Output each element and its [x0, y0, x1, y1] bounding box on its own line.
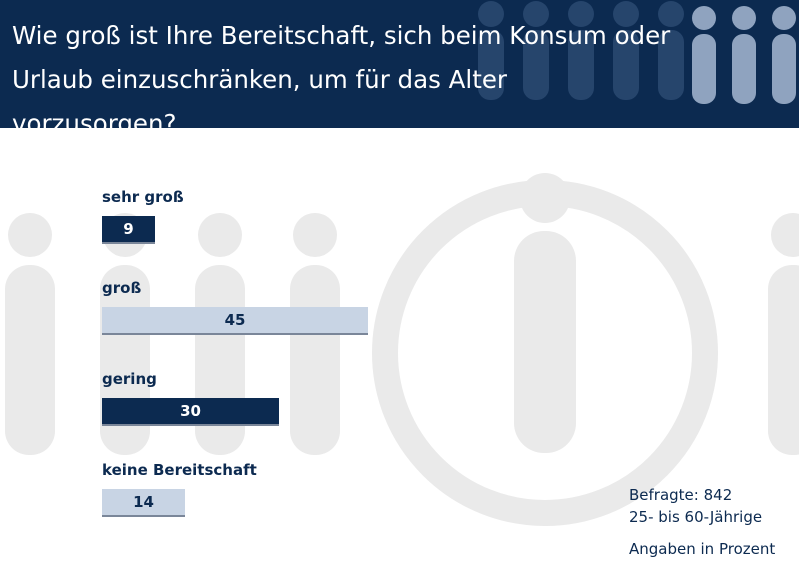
people-silhouettes-icon — [478, 1, 796, 104]
value-label-sehr-gross: 9 — [123, 220, 134, 238]
age-group-note: 25- bis 60-Jährige — [629, 508, 763, 526]
title-line-1: Wie groß ist Ihre Bereitschaft, sich bei… — [12, 21, 671, 50]
page-title: Wie groß ist Ihre Bereitschaft, sich bei… — [12, 14, 672, 128]
bar-gering — [102, 398, 279, 424]
category-label-keine-bereitschaft: keine Bereitschaft — [102, 461, 257, 479]
bar-sehr-gross — [102, 216, 155, 242]
bar-gross — [102, 307, 368, 333]
unit-note: Angaben in Prozent — [629, 540, 776, 558]
title-line-2: Urlaub einzuschränken, um für das Alter … — [12, 65, 507, 128]
category-label-sehr-gross: sehr groß — [102, 188, 184, 206]
value-label-keine-bereitschaft: 14 — [133, 493, 154, 511]
header-banner: Wie groß ist Ihre Bereitschaft, sich bei… — [0, 0, 799, 128]
value-label-gering: 30 — [180, 402, 201, 420]
respondents-note: Befragte: 842 — [629, 486, 733, 504]
category-label-gross: groß — [102, 279, 142, 297]
bar-keine-bereitschaft — [102, 489, 185, 515]
category-label-gering: gering — [102, 370, 157, 388]
value-label-gross: 45 — [224, 311, 246, 329]
